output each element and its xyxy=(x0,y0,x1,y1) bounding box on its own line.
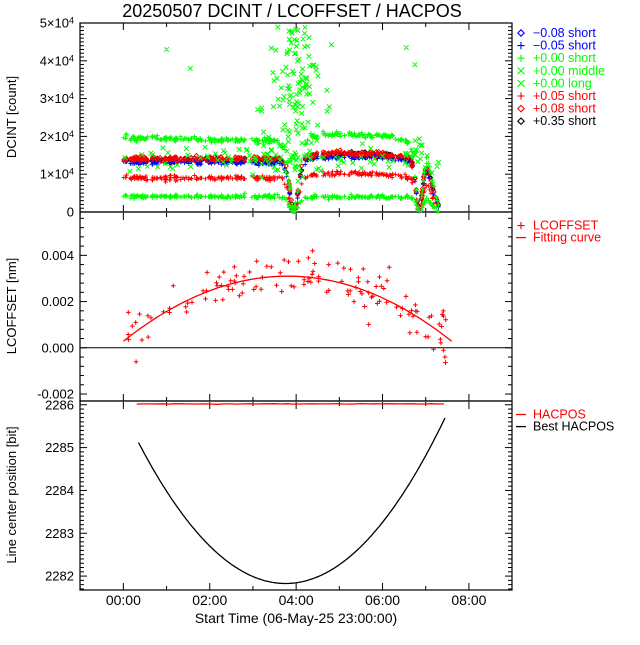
svg-text:2×104: 2×104 xyxy=(40,129,74,144)
svg-text:2283: 2283 xyxy=(45,526,74,541)
svg-text:0.000: 0.000 xyxy=(41,340,74,355)
svg-text:0: 0 xyxy=(67,205,74,220)
svg-text:1×104: 1×104 xyxy=(40,167,74,182)
svg-text:02:00: 02:00 xyxy=(192,592,227,608)
svg-text:5×104: 5×104 xyxy=(40,16,74,31)
svg-text:Best HACPOS: Best HACPOS xyxy=(533,420,614,434)
svg-text:08:00: 08:00 xyxy=(451,592,486,608)
svg-text:2286: 2286 xyxy=(45,397,74,412)
svg-text:4×104: 4×104 xyxy=(40,53,74,68)
svg-text:0.002: 0.002 xyxy=(41,294,74,309)
svg-text:00:00: 00:00 xyxy=(106,592,141,608)
svg-text:Line center position [bit]: Line center position [bit] xyxy=(4,426,19,563)
svg-text:04:00: 04:00 xyxy=(279,592,314,608)
svg-text:Start Time (06-May-25 23:00:00: Start Time (06-May-25 23:00:00) xyxy=(195,610,397,626)
svg-text:DCINT [count]: DCINT [count] xyxy=(4,76,19,158)
svg-text:3×104: 3×104 xyxy=(40,91,74,106)
svg-text:20250507 DCINT / LCOFFSET / HA: 20250507 DCINT / LCOFFSET / HACPOS xyxy=(122,1,461,21)
svg-text:2284: 2284 xyxy=(45,483,74,498)
svg-text:LCOFFSET [nm]: LCOFFSET [nm] xyxy=(4,258,19,355)
svg-text:Fitting curve: Fitting curve xyxy=(533,231,601,245)
svg-text:+0.35 short: +0.35 short xyxy=(533,114,596,128)
svg-text:0.004: 0.004 xyxy=(41,248,74,263)
svg-text:2285: 2285 xyxy=(45,440,74,455)
svg-text:06:00: 06:00 xyxy=(365,592,400,608)
svg-text:2282: 2282 xyxy=(45,569,74,584)
